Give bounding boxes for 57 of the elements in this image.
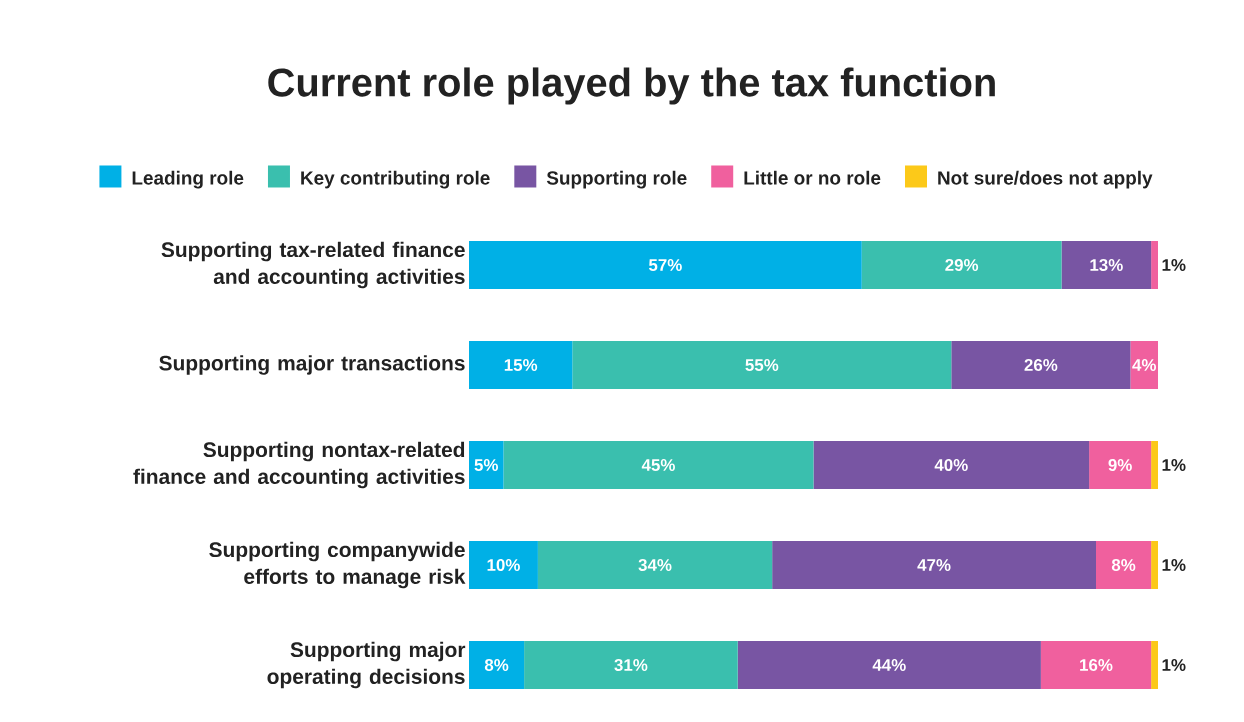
data-label: 26% [1024, 359, 1058, 371]
data-label: 40% [934, 459, 968, 471]
bar [1089, 441, 1152, 490]
legend-label: Supporting role [546, 170, 687, 189]
bar [1130, 341, 1159, 390]
bar [737, 641, 1041, 690]
data-label: 45% [641, 459, 675, 471]
y-tick-label: Supporting major operating decisions [267, 641, 466, 689]
bar [469, 641, 525, 690]
data-label: 5% [474, 459, 499, 471]
legend-label: Little or no role [744, 170, 881, 185]
bar [524, 641, 738, 690]
bar [813, 441, 1090, 490]
data-label: 10% [487, 559, 520, 571]
bar [537, 541, 773, 590]
y-tick-label: Supporting nontax-related finance and accounting activities [133, 441, 465, 489]
data-label: 9% [1108, 459, 1132, 471]
data-label: 31% [614, 658, 648, 672]
bar [772, 541, 1096, 590]
bar [469, 541, 538, 590]
data-label: 13% [1090, 258, 1123, 271]
legend-label: Key contributing role [301, 170, 490, 189]
data-label: 8% [1111, 559, 1136, 571]
data-label: 1% [1162, 559, 1186, 571]
bar [503, 441, 814, 490]
bar [1151, 641, 1159, 690]
bar [572, 341, 952, 390]
data-label: 1% [1162, 459, 1186, 471]
data-label: 34% [638, 558, 672, 572]
bar [469, 341, 573, 390]
bar [951, 341, 1131, 390]
chart-title: Current role played by the tax function [268, 67, 995, 105]
data-label: 57% [648, 259, 682, 271]
bar [1151, 541, 1159, 590]
data-label: 4% [1132, 359, 1157, 371]
bar [1151, 241, 1159, 290]
data-label: 29% [945, 259, 979, 271]
data-label: 15% [504, 359, 538, 371]
y-tick-label: Supporting major transactions [159, 355, 465, 375]
bar [1151, 441, 1159, 490]
bar [1096, 541, 1152, 590]
bar [1061, 241, 1152, 290]
bar [469, 241, 862, 290]
data-label: 47% [917, 559, 951, 571]
data-label: 8% [484, 659, 509, 671]
data-label: 44% [872, 659, 906, 671]
bar [1040, 641, 1152, 690]
legend-label: Not sure/does not apply [938, 170, 1153, 189]
data-label: 55% [745, 359, 779, 371]
data-label: 16% [1080, 659, 1113, 671]
y-tick-label: Supporting companywide efforts to manage risk [209, 541, 466, 589]
data-label: 1% [1162, 259, 1186, 271]
bar [469, 441, 504, 490]
data-label: 1% [1162, 659, 1186, 671]
bar [861, 241, 1062, 290]
legend-label: Leading role [132, 170, 244, 189]
y-tick-label: Supporting tax-related finance and accounting activities [161, 241, 465, 289]
